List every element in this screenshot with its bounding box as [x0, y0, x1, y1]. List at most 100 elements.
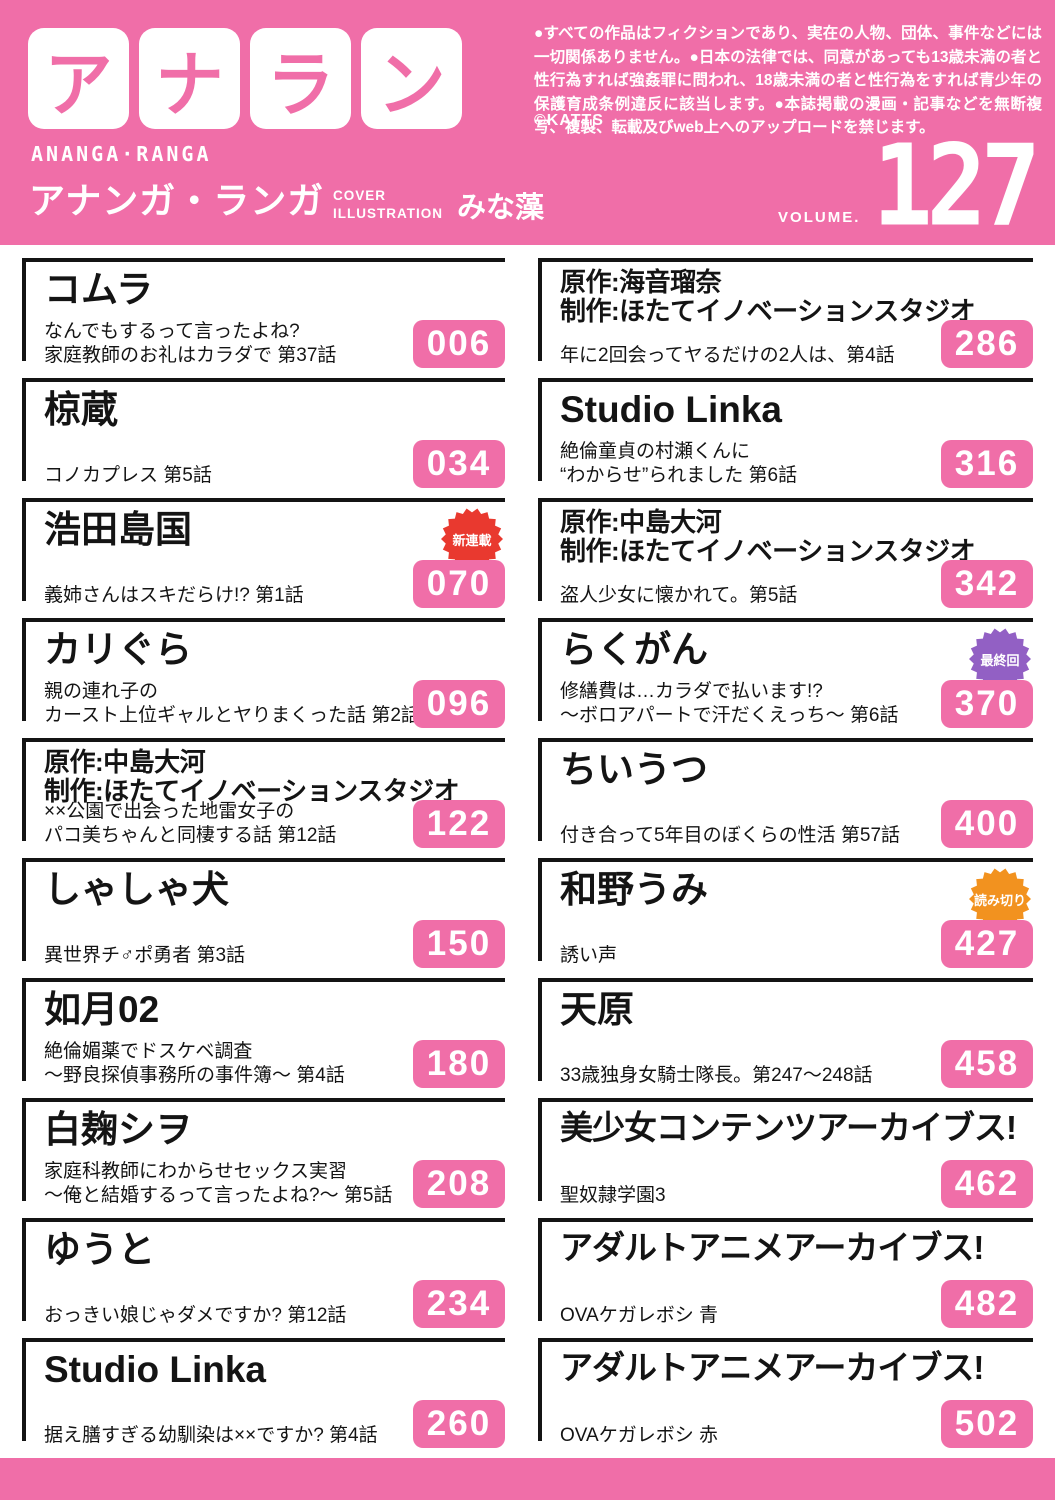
entry-page-number: 458	[941, 1040, 1033, 1088]
toc-entry: らくがん 修繕費は…カラダで払います!? 〜ボロアパートで汗だくえっち〜 第6話 …	[538, 618, 1033, 738]
toc-entry: 原作:海音瑠奈 制作:ほたてイノベーションスタジオ 年に2回会ってヤるだけの2人は…	[538, 258, 1033, 378]
logo-tile: ナ	[139, 28, 240, 129]
volume-number: 127	[872, 120, 1041, 252]
entry-title: Studio Linka	[44, 1349, 266, 1390]
legal-disclaimer: ●すべての作品はフィクションであり、実在の人物、団体、事件などには一切関係ありま…	[534, 25, 1042, 137]
badge-label: 新連載	[452, 532, 492, 548]
logo-tile: ラ	[250, 28, 351, 129]
entry-title: 如月02	[44, 989, 160, 1030]
entry-title: 和野うみ	[560, 869, 708, 910]
badge-label: 最終回	[980, 652, 1020, 668]
toc-entry: 原作:中島大河 制作:ほたてイノベーションスタジオ 盗人少女に懐かれて。第5話 3…	[538, 498, 1033, 618]
entry-subtitle: 付き合って5年目のぼくらの性活 第57話	[560, 825, 901, 847]
toc-entry: 浩田島国 義姉さんはスキだらけ!? 第1話 新連載 070	[22, 498, 505, 618]
entry-title: 美少女コンテンツアーカイブス!	[560, 1109, 1017, 1146]
entry-page-number: 034	[413, 440, 505, 488]
entry-title: 原作:中島大河 制作:ほたてイノベーションスタジオ	[560, 507, 976, 567]
toc-entry: コムラ なんでもするって言ったよね? 家庭教師のお礼はカラダで 第37話 006	[22, 258, 505, 378]
toc-entry: 美少女コンテンツアーカイブス! 聖奴隷学園3 462	[538, 1098, 1033, 1218]
cover-artist-name: みな藻	[457, 192, 545, 224]
entry-subtitle: OVAケガレボシ 赤	[560, 1425, 718, 1447]
entry-page-number: 462	[941, 1160, 1033, 1208]
entry-page-number: 342	[941, 560, 1033, 608]
starburst-badge-icon: 読み切り	[969, 868, 1031, 930]
entry-subtitle: 絶倫媚薬でドスケベ調査 〜野良探偵事務所の事件簿〜 第4話	[44, 1040, 345, 1087]
magazine-name-latin: ANANGA·RANGA	[31, 142, 212, 166]
entry-title: 椋蔵	[44, 389, 118, 430]
entry-title: カリぐら	[44, 629, 192, 670]
entry-page-number: 316	[941, 440, 1033, 488]
entry-page-number: 427	[941, 920, 1033, 968]
entry-subtitle: 聖奴隷学園3	[560, 1185, 666, 1207]
entry-subtitle: 33歳独身女騎士隊長。第247〜248話	[560, 1065, 873, 1087]
entry-subtitle: 親の連れ子の カースト上位ギャルとヤりまくった話 第2話	[44, 680, 420, 727]
toc-column-left: コムラ なんでもするって言ったよね? 家庭教師のお礼はカラダで 第37話 006 …	[22, 258, 505, 1458]
toc-entry: 和野うみ 誘い声 読み切り 427	[538, 858, 1033, 978]
cover-credit: COVER ILLUSTRATION みな藻	[333, 184, 544, 226]
starburst-badge-icon: 最終回	[969, 628, 1031, 690]
entry-subtitle: ××公園で出会った地雷女子の パコ美ちゃんと同棲する話 第12話	[44, 800, 337, 847]
toc-entry: 如月02 絶倫媚薬でドスケベ調査 〜野良探偵事務所の事件簿〜 第4話 180	[22, 978, 505, 1098]
toc-entry: アダルトアニメアーカイブス! OVAケガレボシ 青 482	[538, 1218, 1033, 1338]
entry-subtitle: 盗人少女に懐かれて。第5話	[560, 585, 798, 607]
entry-title: Studio Linka	[560, 389, 782, 430]
toc-entry: しゃしゃ犬 異世界チ♂ポ勇者 第3話 150	[22, 858, 505, 978]
logo-tile: ン	[361, 28, 462, 129]
entry-title: 天原	[560, 989, 634, 1030]
entry-page-number: 260	[413, 1400, 505, 1448]
entry-page-number: 096	[413, 680, 505, 728]
toc-entry: 白麹シヲ 家庭科教師にわからせセックス実習 〜俺と結婚するって言ったよね?〜 第5…	[22, 1098, 505, 1218]
volume-indicator: VOLUME. 127	[778, 112, 1041, 252]
entry-subtitle: 異世界チ♂ポ勇者 第3話	[44, 945, 246, 967]
entry-title: コムラ	[44, 269, 154, 310]
entry-subtitle: 据え膳すぎる幼馴染は××ですか? 第4話	[44, 1425, 378, 1447]
logo-char: ア	[44, 44, 113, 128]
entry-title: 原作:海音瑠奈 制作:ほたてイノベーションスタジオ	[560, 267, 976, 327]
entry-page-number: 150	[413, 920, 505, 968]
logo-char: ン	[377, 44, 446, 128]
entry-subtitle: コノカプレス 第5話	[44, 465, 212, 487]
toc-column-right: 原作:海音瑠奈 制作:ほたてイノベーションスタジオ 年に2回会ってヤるだけの2人は…	[538, 258, 1033, 1458]
entry-page-number: 286	[941, 320, 1033, 368]
entry-subtitle: 年に2回会ってヤるだけの2人は、第4話	[560, 345, 895, 367]
entry-subtitle: 義姉さんはスキだらけ!? 第1話	[44, 585, 304, 607]
toc-entry: ゆうと おっきい娘じゃダメですか? 第12話 234	[22, 1218, 505, 1338]
entry-subtitle: 家庭科教師にわからせセックス実習 〜俺と結婚するって言ったよね?〜 第5話	[44, 1160, 393, 1207]
toc-entry: Studio Linka 絶倫童貞の村瀬くんに “わからせ”られました 第6話 3…	[538, 378, 1033, 498]
entry-title: ゆうと	[44, 1229, 155, 1270]
entry-page-number: 180	[413, 1040, 505, 1088]
entry-page-number: 482	[941, 1280, 1033, 1328]
entry-page-number: 208	[413, 1160, 505, 1208]
entry-page-number: 502	[941, 1400, 1033, 1448]
toc-entry: カリぐら 親の連れ子の カースト上位ギャルとヤりまくった話 第2話 096	[22, 618, 505, 738]
entry-page-number: 370	[941, 680, 1033, 728]
entry-page-number: 070	[413, 560, 505, 608]
entry-title: アダルトアニメアーカイブス!	[560, 1229, 984, 1266]
toc-entry: 原作:中島大河 制作:ほたてイノベーションスタジオ ××公園で出会った地雷女子のパ…	[22, 738, 505, 858]
toc-entry: Studio Linka 据え膳すぎる幼馴染は××ですか? 第4話 260	[22, 1338, 505, 1458]
logo-tile: ア	[28, 28, 129, 129]
badge-label: 読み切り	[973, 892, 1026, 908]
entry-subtitle: OVAケガレボシ 青	[560, 1305, 718, 1327]
magazine-name-kana: アナンガ・ランガ	[29, 180, 325, 221]
copyright-notice: ©KATTS	[534, 112, 604, 129]
entry-title: 浩田島国	[44, 509, 192, 550]
entry-page-number: 234	[413, 1280, 505, 1328]
entry-page-number: 122	[413, 800, 505, 848]
entry-subtitle: なんでもするって言ったよね? 家庭教師のお礼はカラダで 第37話	[44, 320, 337, 367]
toc-entry: ちいうつ 付き合って5年目のぼくらの性活 第57話 400	[538, 738, 1033, 858]
logo-char: ナ	[155, 44, 224, 128]
toc-entry: 椋蔵 コノカプレス 第5話 034	[22, 378, 505, 498]
table-of-contents: コムラ なんでもするって言ったよね? 家庭教師のお礼はカラダで 第37話 006 …	[22, 258, 1033, 1458]
magazine-logo: ア ナ ラ ン	[28, 28, 462, 129]
footer-bar	[0, 1458, 1055, 1500]
toc-entry: アダルトアニメアーカイブス! OVAケガレボシ 赤 502	[538, 1338, 1033, 1458]
entry-title: 白麹シヲ	[44, 1109, 192, 1150]
entry-title: ちいうつ	[560, 749, 708, 790]
entry-subtitle: おっきい娘じゃダメですか? 第12話	[44, 1305, 347, 1327]
cover-illustration-label: COVER ILLUSTRATION	[333, 188, 443, 221]
starburst-badge-icon: 新連載	[441, 508, 503, 570]
entry-title: らくがん	[560, 629, 708, 670]
entry-title: しゃしゃ犬	[44, 869, 229, 910]
